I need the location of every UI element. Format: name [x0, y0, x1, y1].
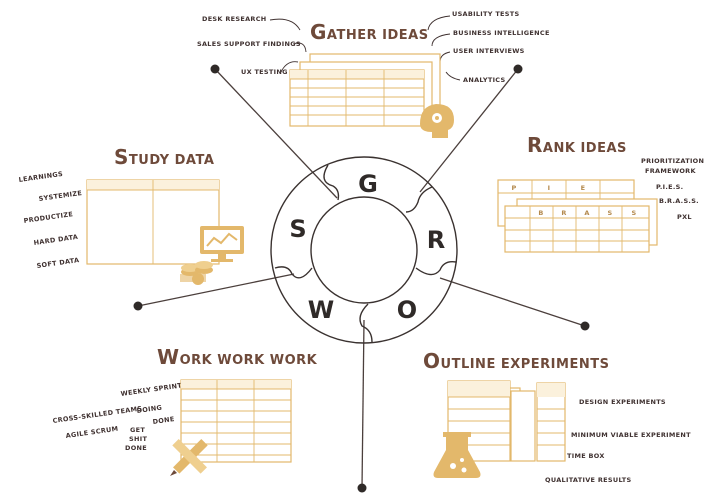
study-table [86, 179, 220, 265]
svg-text:R: R [561, 209, 566, 217]
connector-dot [133, 301, 143, 311]
study-item: SOFT DATA [36, 256, 80, 270]
connector-lines [133, 64, 590, 493]
growth-wheel: G R O W S [270, 156, 458, 344]
work-item: AGILE SCRUM [65, 425, 119, 440]
section-work: WORK WORK WORK WEEKLY SPRINT CROSS-SKILL… [52, 345, 317, 476]
study-item: SYSTEMIZE [38, 189, 82, 203]
work-table [180, 379, 292, 463]
gather-item: ANALYTICS [463, 76, 505, 84]
section-rank-ideas: RANK IDEAS PRIORITIZATION FRAMEWORK P.I.… [497, 133, 704, 253]
svg-text:P: P [511, 184, 516, 192]
wheel-divider [359, 303, 373, 343]
wheel-letter-w: W [308, 296, 334, 324]
gather-item: USABILITY TESTS [452, 10, 520, 18]
work-item: WEEKLY SPRINT [120, 381, 183, 398]
work-item: DONE [125, 444, 147, 452]
arrow-icon [427, 15, 451, 31]
connector-gather-left [214, 68, 338, 199]
outline-item: QUALITATIVE RESULTS [545, 476, 632, 484]
outline-item: TIME BOX [567, 452, 605, 460]
wheel-letter-o: O [397, 296, 417, 324]
svg-text:E: E [581, 184, 586, 192]
work-item: CROSS-SKILLED TEAMS [52, 404, 143, 424]
rank-item: P.I.E.S. [656, 183, 683, 191]
svg-text:A: A [584, 209, 589, 217]
rank-title: RANK IDEAS [527, 133, 627, 157]
svg-text:B: B [538, 209, 543, 217]
connector-study [137, 273, 295, 307]
outline-title: OUTLINE EXPERIMENTS [423, 349, 609, 373]
arrow-icon [445, 71, 461, 81]
work-title: WORK WORK WORK [157, 345, 318, 369]
outline-item: DESIGN EXPERIMENTS [579, 398, 666, 406]
svg-text:I: I [548, 184, 551, 192]
study-title: STUDY DATA [114, 145, 214, 169]
study-item: HARD DATA [33, 233, 78, 247]
svg-text:S: S [608, 209, 613, 217]
wheel-divider [274, 266, 313, 279]
arrow-icon [431, 33, 451, 47]
arrow-icon [280, 61, 299, 73]
wheel-letter-s: S [289, 215, 306, 243]
arrow-icon [439, 51, 451, 63]
work-item: DOING [136, 403, 162, 414]
monitor-chart-icon [200, 226, 244, 262]
wheel-letter-r: R [427, 226, 445, 254]
work-item: SHIT [129, 435, 147, 443]
wheel-letter-g: G [358, 170, 378, 198]
gather-item: SALES SUPPORT FINDINGS [197, 40, 301, 48]
wheel-divider [405, 186, 433, 213]
section-outline-experiments: OUTLINE EXPERIMENTS DESIGN EXPERIMENTS M… [423, 349, 691, 484]
section-study-data: STUDY DATA LEARNINGS SYSTEMIZE PRODUCTIZ… [18, 145, 244, 285]
connector-outline [439, 277, 586, 327]
connector-gather-right [419, 68, 519, 193]
gather-table [289, 53, 441, 127]
gather-item: UX TESTING [241, 68, 288, 76]
wheel-divider [415, 260, 457, 276]
flask-icon [433, 432, 481, 478]
connector-work [361, 319, 365, 489]
outline-item: MINIMUM VIABLE EXPERIMENT [571, 431, 691, 439]
study-item: PRODUCTIZE [23, 210, 73, 225]
rank-item: PXL [677, 213, 692, 221]
connector-dot [580, 321, 590, 331]
wheel-inner-ring [310, 196, 418, 304]
brain-gear-icon [420, 104, 454, 138]
arrow-icon [292, 42, 307, 53]
rank-table-front: B R A S S [504, 198, 658, 253]
pencil-ruler-icon [170, 439, 208, 476]
connector-dot [210, 64, 220, 74]
gather-item: BUSINESS INTELLIGENCE [453, 29, 550, 37]
arrow-icon [269, 18, 301, 31]
outline-table [447, 380, 566, 462]
rank-item: PRIORITIZATION [641, 157, 704, 165]
svg-text:S: S [632, 209, 637, 217]
wheel-outer-ring [270, 156, 458, 344]
work-item: GET [130, 426, 145, 434]
wheel-divider [323, 164, 340, 201]
rank-item: FRAMEWORK [645, 167, 696, 175]
gather-item: USER INTERVIEWS [453, 47, 525, 55]
section-gather-ideas: GATHER IDEAS DESK RESEARCH SALES SUPPORT… [197, 10, 550, 138]
coins-chart-icon [180, 261, 213, 285]
connector-dot [357, 483, 367, 493]
gather-title: GATHER IDEAS [310, 20, 429, 44]
rank-item: B.R.A.S.S. [659, 197, 699, 205]
study-item: LEARNINGS [18, 170, 63, 184]
work-item: DONE [152, 415, 175, 426]
gather-item: DESK RESEARCH [202, 15, 267, 23]
connector-dot [513, 64, 523, 74]
